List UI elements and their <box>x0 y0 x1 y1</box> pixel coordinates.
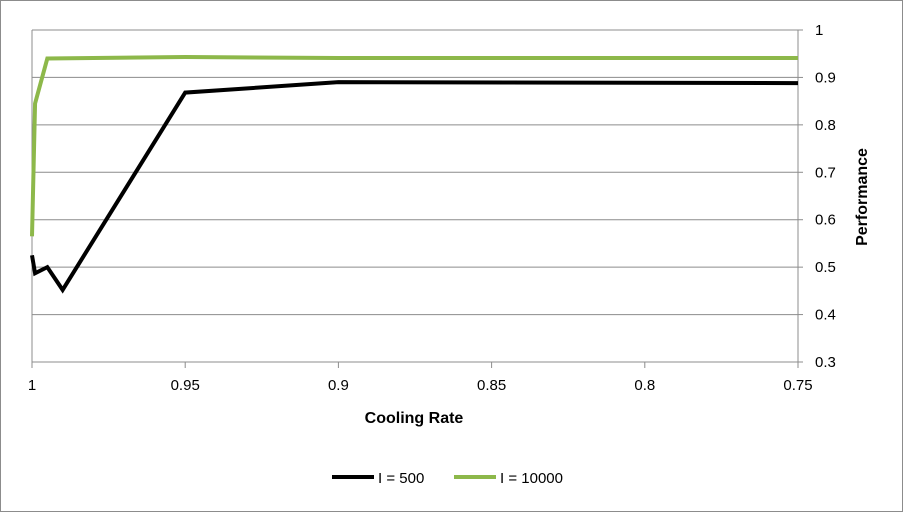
legend-label-i-500: I = 500 <box>378 470 424 487</box>
x-axis-title: Cooling Rate <box>365 410 464 427</box>
x-tick-label: 0.95 <box>171 377 200 394</box>
series-line-i-500 <box>30 80 799 294</box>
series-lines <box>30 55 799 294</box>
tick-labels: 0.3 0.4 0.5 0.6 0.7 0.8 0.9 1 1 0.95 0.9 0.85 0.8 0.7… <box>28 22 836 394</box>
gridlines <box>32 29 798 363</box>
y-tick-label: 0.7 <box>815 164 836 181</box>
x-tick-label: 0.8 <box>634 377 655 394</box>
y-tick-label: 0.8 <box>815 117 836 134</box>
y-axis-title: Performance <box>854 148 871 246</box>
y-tick-label: 0.6 <box>815 212 836 229</box>
y-tick-label: 0.9 <box>815 69 836 86</box>
series-line-i-10000 <box>30 55 798 237</box>
x-tick-label: 1 <box>28 377 36 394</box>
legend-label-i-10000: I = 10000 <box>500 470 563 487</box>
x-tick-label: 0.9 <box>328 377 349 394</box>
x-tick-label: 0.75 <box>783 377 812 394</box>
y-tick-label: 0.5 <box>815 259 836 276</box>
y-tick-label: 0.4 <box>815 307 836 324</box>
y-tick-label: 1 <box>815 22 823 39</box>
x-tick-label: 0.85 <box>477 377 506 394</box>
legend: I = 500 I = 10000 <box>332 470 563 487</box>
y-tick-label: 0.3 <box>815 354 836 371</box>
